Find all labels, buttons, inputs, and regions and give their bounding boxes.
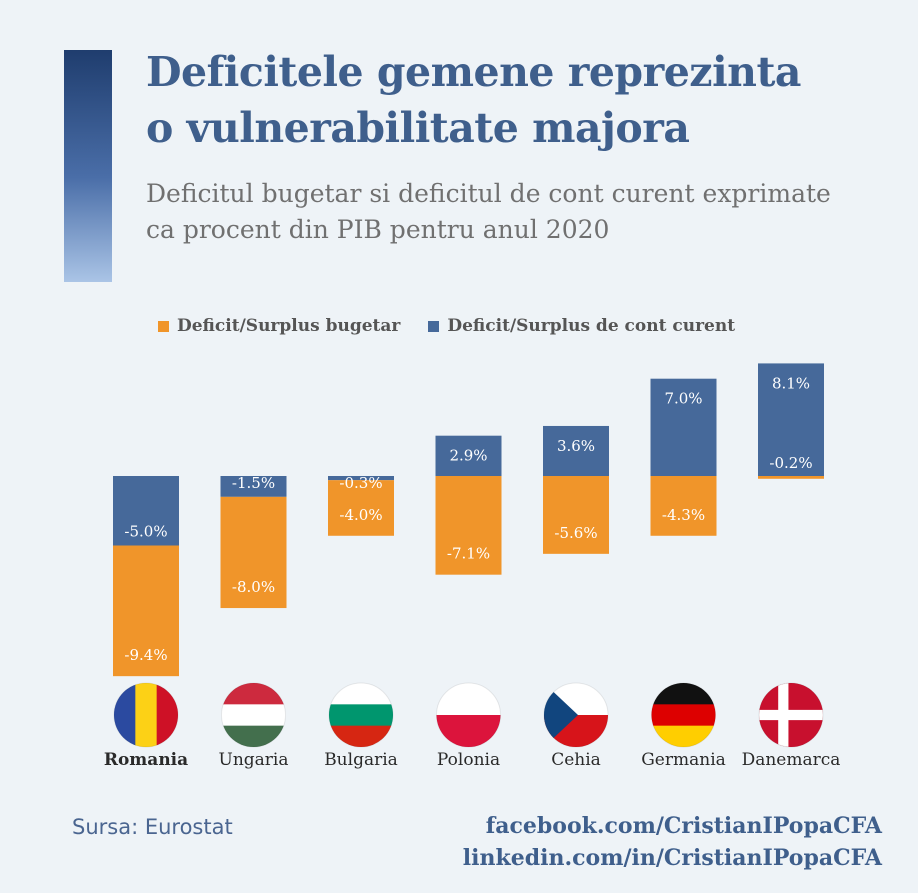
- bar-budget-romania: [113, 545, 179, 677]
- chart-subtitle: Deficitul bugetar si deficitul de cont c…: [146, 176, 886, 248]
- bar-budget-ungaria: [220, 496, 287, 609]
- hungary-flag: [221, 682, 286, 748]
- bar-current-account-polonia: [435, 435, 502, 476]
- romania-flag: [113, 682, 179, 748]
- category-label-ungaria: Ungaria: [219, 750, 289, 770]
- legend-swatch-budget: [158, 320, 169, 332]
- title-line-1: Deficitele gemene reprezinta: [146, 48, 801, 96]
- source-note: Sursa: Eurostat: [72, 815, 233, 839]
- legend-label-budget: Deficit/Surplus bugetar: [177, 316, 401, 336]
- bulgaria-flag: [328, 682, 394, 748]
- data-label-budget: -4.0%: [339, 506, 382, 524]
- legend-item-current-account: Deficit/Surplus de cont curent: [428, 316, 735, 336]
- bar-current-account-germania: [650, 378, 717, 476]
- data-label-budget: -5.6%: [554, 524, 597, 542]
- category-label-romania: Romania: [104, 750, 188, 770]
- bar-current-account-danemarca: [758, 363, 824, 476]
- denmark-flag: [758, 682, 824, 748]
- data-label-budget: -0.2%: [769, 454, 812, 472]
- legend-item-budget: Deficit/Surplus bugetar: [158, 316, 400, 336]
- chart-title: Deficitele gemene reprezinta o vulnerabi…: [146, 44, 886, 156]
- category-label-bulgaria: Bulgaria: [324, 750, 398, 770]
- linkedin-link[interactable]: linkedin.com/in/CristianIPopaCFA: [462, 845, 882, 871]
- subtitle-line-2: ca procent din PIB pentru anul 2020: [146, 215, 610, 244]
- data-label-budget: -4.3%: [662, 506, 705, 524]
- subtitle-line-1: Deficitul bugetar si deficitul de cont c…: [146, 179, 831, 208]
- category-label-cehia: Cehia: [551, 750, 601, 770]
- bar-budget-germania: [650, 476, 717, 536]
- bar-budget-bulgaria: [328, 480, 394, 536]
- bar-current-account-cehia: [543, 425, 609, 476]
- legend-label-current-account: Deficit/Surplus de cont curent: [447, 316, 736, 336]
- bar-current-account-romania: [113, 476, 179, 546]
- bar-budget-cehia: [543, 476, 609, 554]
- data-label-budget: -7.1%: [447, 545, 490, 563]
- chart-legend: Deficit/Surplus bugetar Deficit/Surplus …: [158, 316, 735, 336]
- data-label-budget: -8.0%: [232, 578, 275, 596]
- title-accent-bar: [64, 50, 112, 282]
- data-label-current-account: 2.9%: [449, 447, 487, 465]
- data-label-current-account: -1.5%: [232, 474, 275, 492]
- data-label-current-account: 3.6%: [557, 437, 595, 455]
- facebook-link[interactable]: facebook.com/CristianIPopaCFA: [485, 813, 882, 839]
- germany-flag: [651, 682, 716, 748]
- bar-budget-danemarca: [758, 476, 824, 479]
- bar-current-account-ungaria: [220, 476, 287, 497]
- bar-current-account-bulgaria: [328, 476, 394, 481]
- poland-flag: [436, 682, 501, 748]
- data-label-current-account: -0.3%: [339, 474, 382, 492]
- legend-swatch-current-account: [428, 320, 440, 332]
- bar-budget-polonia: [435, 476, 502, 575]
- category-label-germania: Germania: [641, 750, 726, 770]
- footer-links: facebook.com/CristianIPopaCFA linkedin.c…: [463, 810, 882, 874]
- data-label-current-account: 7.0%: [664, 390, 702, 408]
- category-label-danemarca: Danemarca: [742, 750, 841, 770]
- category-label-polonia: Polonia: [437, 750, 500, 770]
- title-line-2: o vulnerabilitate majora: [146, 104, 690, 152]
- czech-flag: [543, 682, 609, 748]
- data-label-budget: -9.4%: [124, 646, 167, 664]
- data-label-current-account: 8.1%: [772, 374, 810, 392]
- data-label-current-account: -5.0%: [124, 523, 167, 541]
